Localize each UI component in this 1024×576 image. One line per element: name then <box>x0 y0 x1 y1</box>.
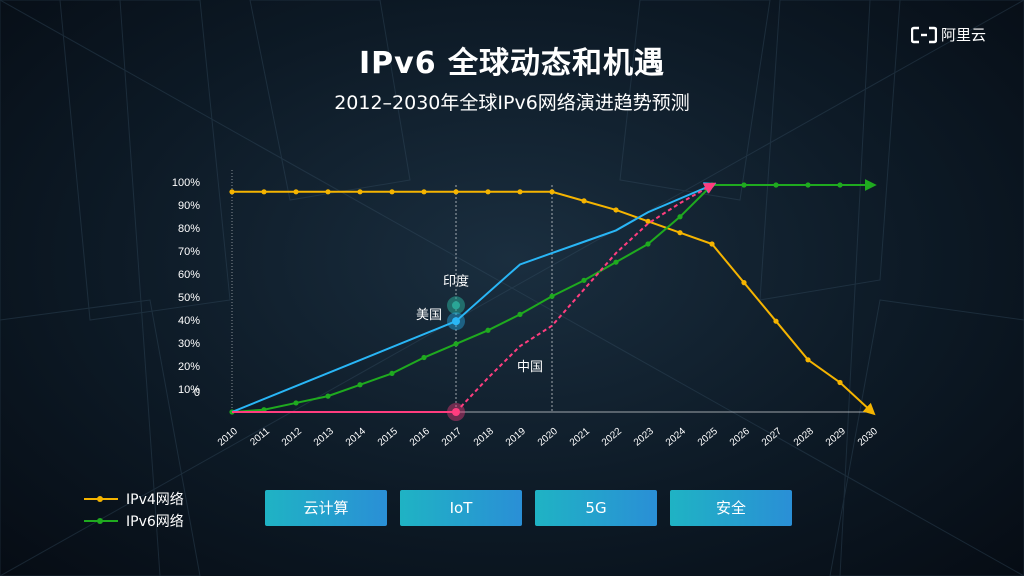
x-tick-label: 2025 <box>696 426 720 449</box>
india-marker <box>452 301 460 310</box>
series-point-ipv4 <box>261 189 267 195</box>
series-point-ipv4 <box>677 230 683 236</box>
china-marker <box>452 408 460 416</box>
page-subtitle: 2012–2030年全球IPv6网络演进趋势预测 <box>334 92 690 114</box>
y-tick-label: 20% <box>178 361 200 373</box>
series-point-ipv4 <box>645 218 651 224</box>
series-point-ipv6 <box>613 259 619 265</box>
legend-item-ipv4: IPv4网络 <box>84 488 184 510</box>
legend-label-ipv6: IPv6网络 <box>126 514 184 530</box>
series-point-ipv4 <box>293 189 299 195</box>
x-tick-label: 2030 <box>856 426 880 449</box>
series-point-ipv6 <box>837 182 843 188</box>
series-point-ipv6 <box>421 354 427 361</box>
x-tick-label: 2023 <box>632 426 656 449</box>
legend-label-ipv4: IPv4网络 <box>126 492 184 508</box>
series-point-ipv6 <box>357 382 363 388</box>
y-tick-label: 60% <box>178 269 200 281</box>
x-tick-label: 2027 <box>760 426 784 449</box>
series-point-ipv6 <box>677 214 683 220</box>
series-point-ipv4 <box>549 189 555 195</box>
x-tick-label: 2010 <box>216 426 240 449</box>
series-point-ipv4 <box>517 189 523 195</box>
x-tick-label: 2020 <box>536 426 560 449</box>
logo-text: 阿里云 <box>940 26 986 44</box>
series-point-ipv6 <box>805 182 811 188</box>
x-tick-label: 2024 <box>664 426 688 449</box>
aliyun-logo-icon <box>910 26 937 43</box>
x-tick-label: 2019 <box>504 426 528 449</box>
series-point-ipv4 <box>485 189 491 195</box>
series-point-ipv4 <box>421 189 427 195</box>
series-point-ipv4 <box>453 189 459 195</box>
annotation-label: 中国 <box>517 360 543 375</box>
y-tick-label: 30% <box>178 338 200 350</box>
y-tick-label: 0 <box>194 387 200 399</box>
x-tick-label: 2028 <box>792 426 816 449</box>
legend-swatch-ipv6 <box>84 516 118 526</box>
series-point-ipv4 <box>741 280 747 286</box>
y-tick-label: 90% <box>178 200 200 212</box>
series-point-ipv6 <box>453 341 459 347</box>
y-tick-label: 70% <box>178 246 200 258</box>
x-tick-label: 2029 <box>824 426 848 449</box>
x-tick-label: 2013 <box>312 426 336 449</box>
tag-5g[interactable]: 5G <box>535 490 657 526</box>
tag-iot[interactable]: IoT <box>400 490 522 526</box>
legend-item-ipv6: IPv6网络 <box>84 510 184 532</box>
series-point-ipv4 <box>325 189 331 195</box>
x-tick-label: 2021 <box>568 426 592 449</box>
series-point-ipv4 <box>613 207 619 213</box>
series-point-ipv4 <box>357 189 363 195</box>
x-tick-label: 2016 <box>408 426 432 449</box>
x-tick-label: 2011 <box>248 426 272 449</box>
y-tick-label: 10% <box>178 384 200 396</box>
series-point-ipv6 <box>485 327 491 333</box>
series-point-ipv6 <box>293 400 299 406</box>
series-point-ipv4 <box>709 241 715 247</box>
tag-security[interactable]: 安全 <box>670 490 792 526</box>
legend-swatch-ipv4 <box>84 494 118 504</box>
series-point-ipv6 <box>389 370 395 377</box>
x-tick-label: 2014 <box>344 426 368 449</box>
series-point-ipv4 <box>229 189 235 195</box>
x-tick-label: 2026 <box>728 426 752 449</box>
series-line-china-dashed <box>455 182 717 413</box>
x-tick-label: 2022 <box>600 426 624 449</box>
series-point-ipv6 <box>581 277 587 283</box>
series-point-ipv6 <box>773 182 779 188</box>
annotation-label: 美国 <box>416 308 442 323</box>
series-point-ipv4 <box>389 189 395 195</box>
series-point-ipv4 <box>581 198 587 204</box>
chart-legend: IPv4网络 IPv6网络 <box>84 488 184 532</box>
x-tick-label: 2018 <box>472 426 496 449</box>
y-tick-label: 100% <box>172 177 200 189</box>
series-point-ipv6 <box>549 293 555 299</box>
series-point-ipv4 <box>837 379 843 386</box>
brand-logo: 阿里云 <box>910 24 986 45</box>
y-tick-label: 40% <box>178 315 200 327</box>
series-line-usa <box>231 182 717 413</box>
x-tick-label: 2017 <box>440 426 464 449</box>
series-point-ipv6 <box>517 311 523 317</box>
annotation-label: 印度 <box>443 273 469 289</box>
series-point-ipv6 <box>741 182 747 188</box>
tag-cloud-computing[interactable]: 云计算 <box>265 490 387 526</box>
tag-row: 云计算 IoT 5G 安全 <box>265 490 792 526</box>
series-point-ipv4 <box>773 318 779 324</box>
page-title: IPv6 全球动态和机遇 <box>358 46 666 81</box>
usa-marker <box>452 317 460 326</box>
series-point-ipv6 <box>645 241 651 247</box>
x-tick-label: 2012 <box>280 426 304 449</box>
x-tick-label: 2015 <box>376 426 400 449</box>
series-point-ipv6 <box>325 393 331 399</box>
y-tick-label: 50% <box>178 292 200 304</box>
series-point-ipv4 <box>805 357 811 363</box>
y-tick-label: 80% <box>178 223 200 235</box>
